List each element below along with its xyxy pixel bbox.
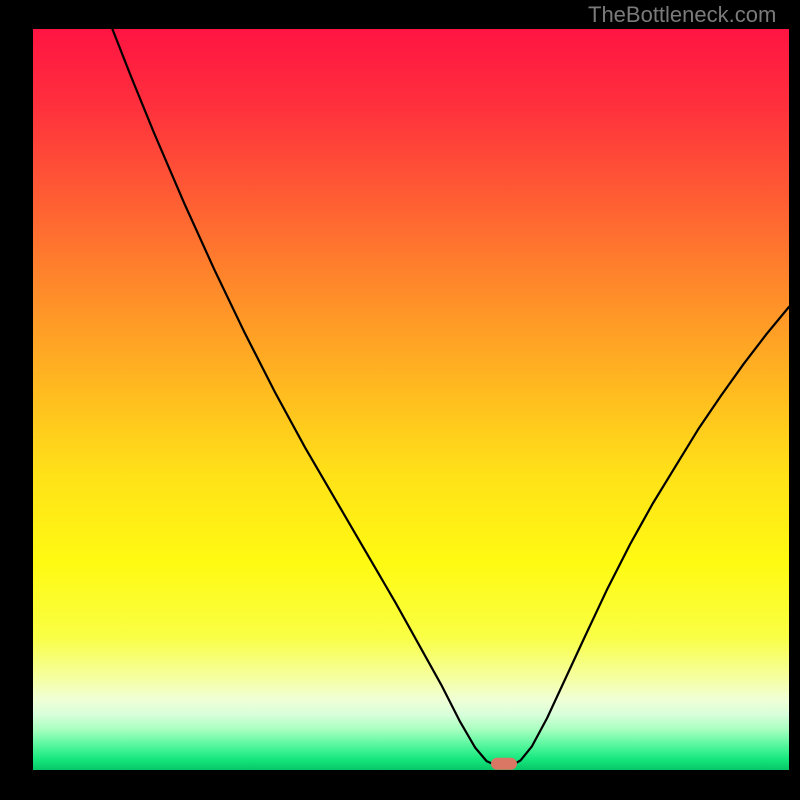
watermark-label: TheBottleneck.com — [588, 2, 776, 28]
bottleneck-chart — [33, 29, 789, 770]
plot-area — [33, 29, 789, 770]
optimal-marker — [491, 758, 517, 770]
gradient-background — [33, 29, 789, 770]
